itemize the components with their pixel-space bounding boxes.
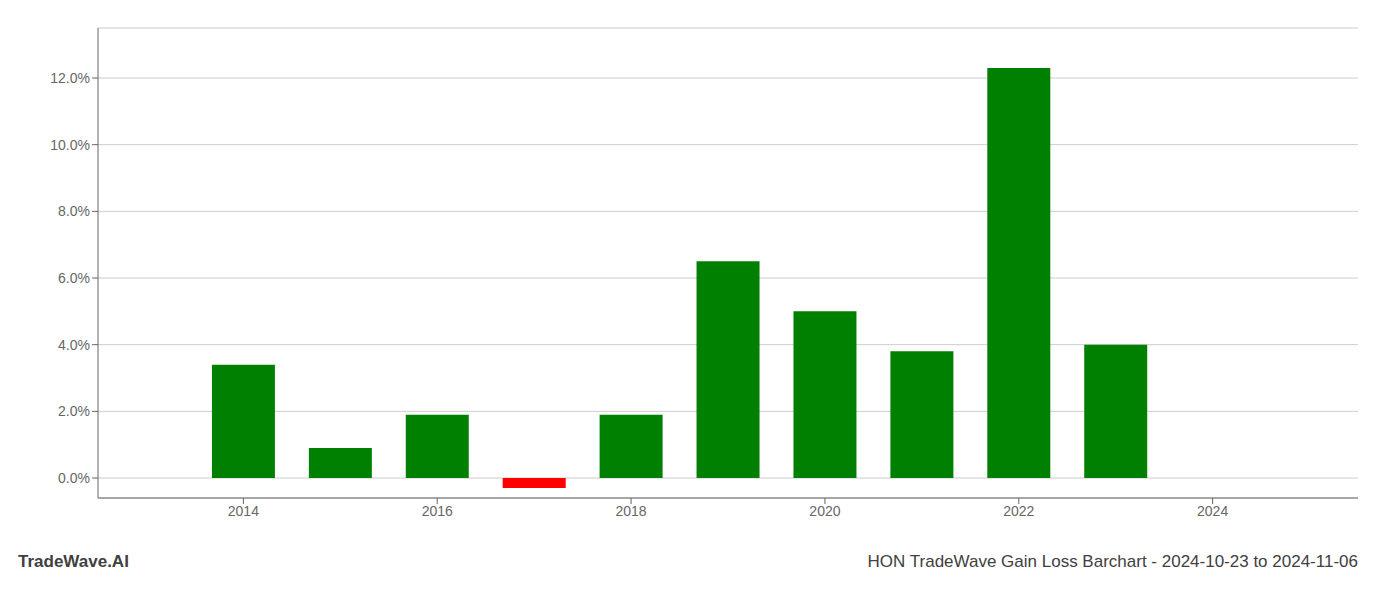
svg-text:6.0%: 6.0% bbox=[58, 270, 90, 286]
svg-text:4.0%: 4.0% bbox=[58, 337, 90, 353]
svg-text:2.0%: 2.0% bbox=[58, 403, 90, 419]
html-text:TradeWave.AI: TradeWave.AI bbox=[18, 552, 129, 571]
svg-text:2016: 2016 bbox=[422, 503, 453, 519]
svg-text:0.0%: 0.0% bbox=[58, 470, 90, 486]
svg-text:2018: 2018 bbox=[615, 503, 646, 519]
html-text:HON TradeWave Gain Loss Barcha: HON TradeWave Gain Loss Barchart - 2024-… bbox=[867, 552, 1358, 571]
svg-text:2024: 2024 bbox=[1197, 503, 1228, 519]
svg-text:10.0%: 10.0% bbox=[50, 137, 90, 153]
svg-text:2020: 2020 bbox=[809, 503, 840, 519]
svg-text:8.0%: 8.0% bbox=[58, 203, 90, 219]
svg-text:2022: 2022 bbox=[1003, 503, 1034, 519]
svg-text:12.0%: 12.0% bbox=[50, 70, 90, 86]
svg-text:2014: 2014 bbox=[228, 503, 259, 519]
